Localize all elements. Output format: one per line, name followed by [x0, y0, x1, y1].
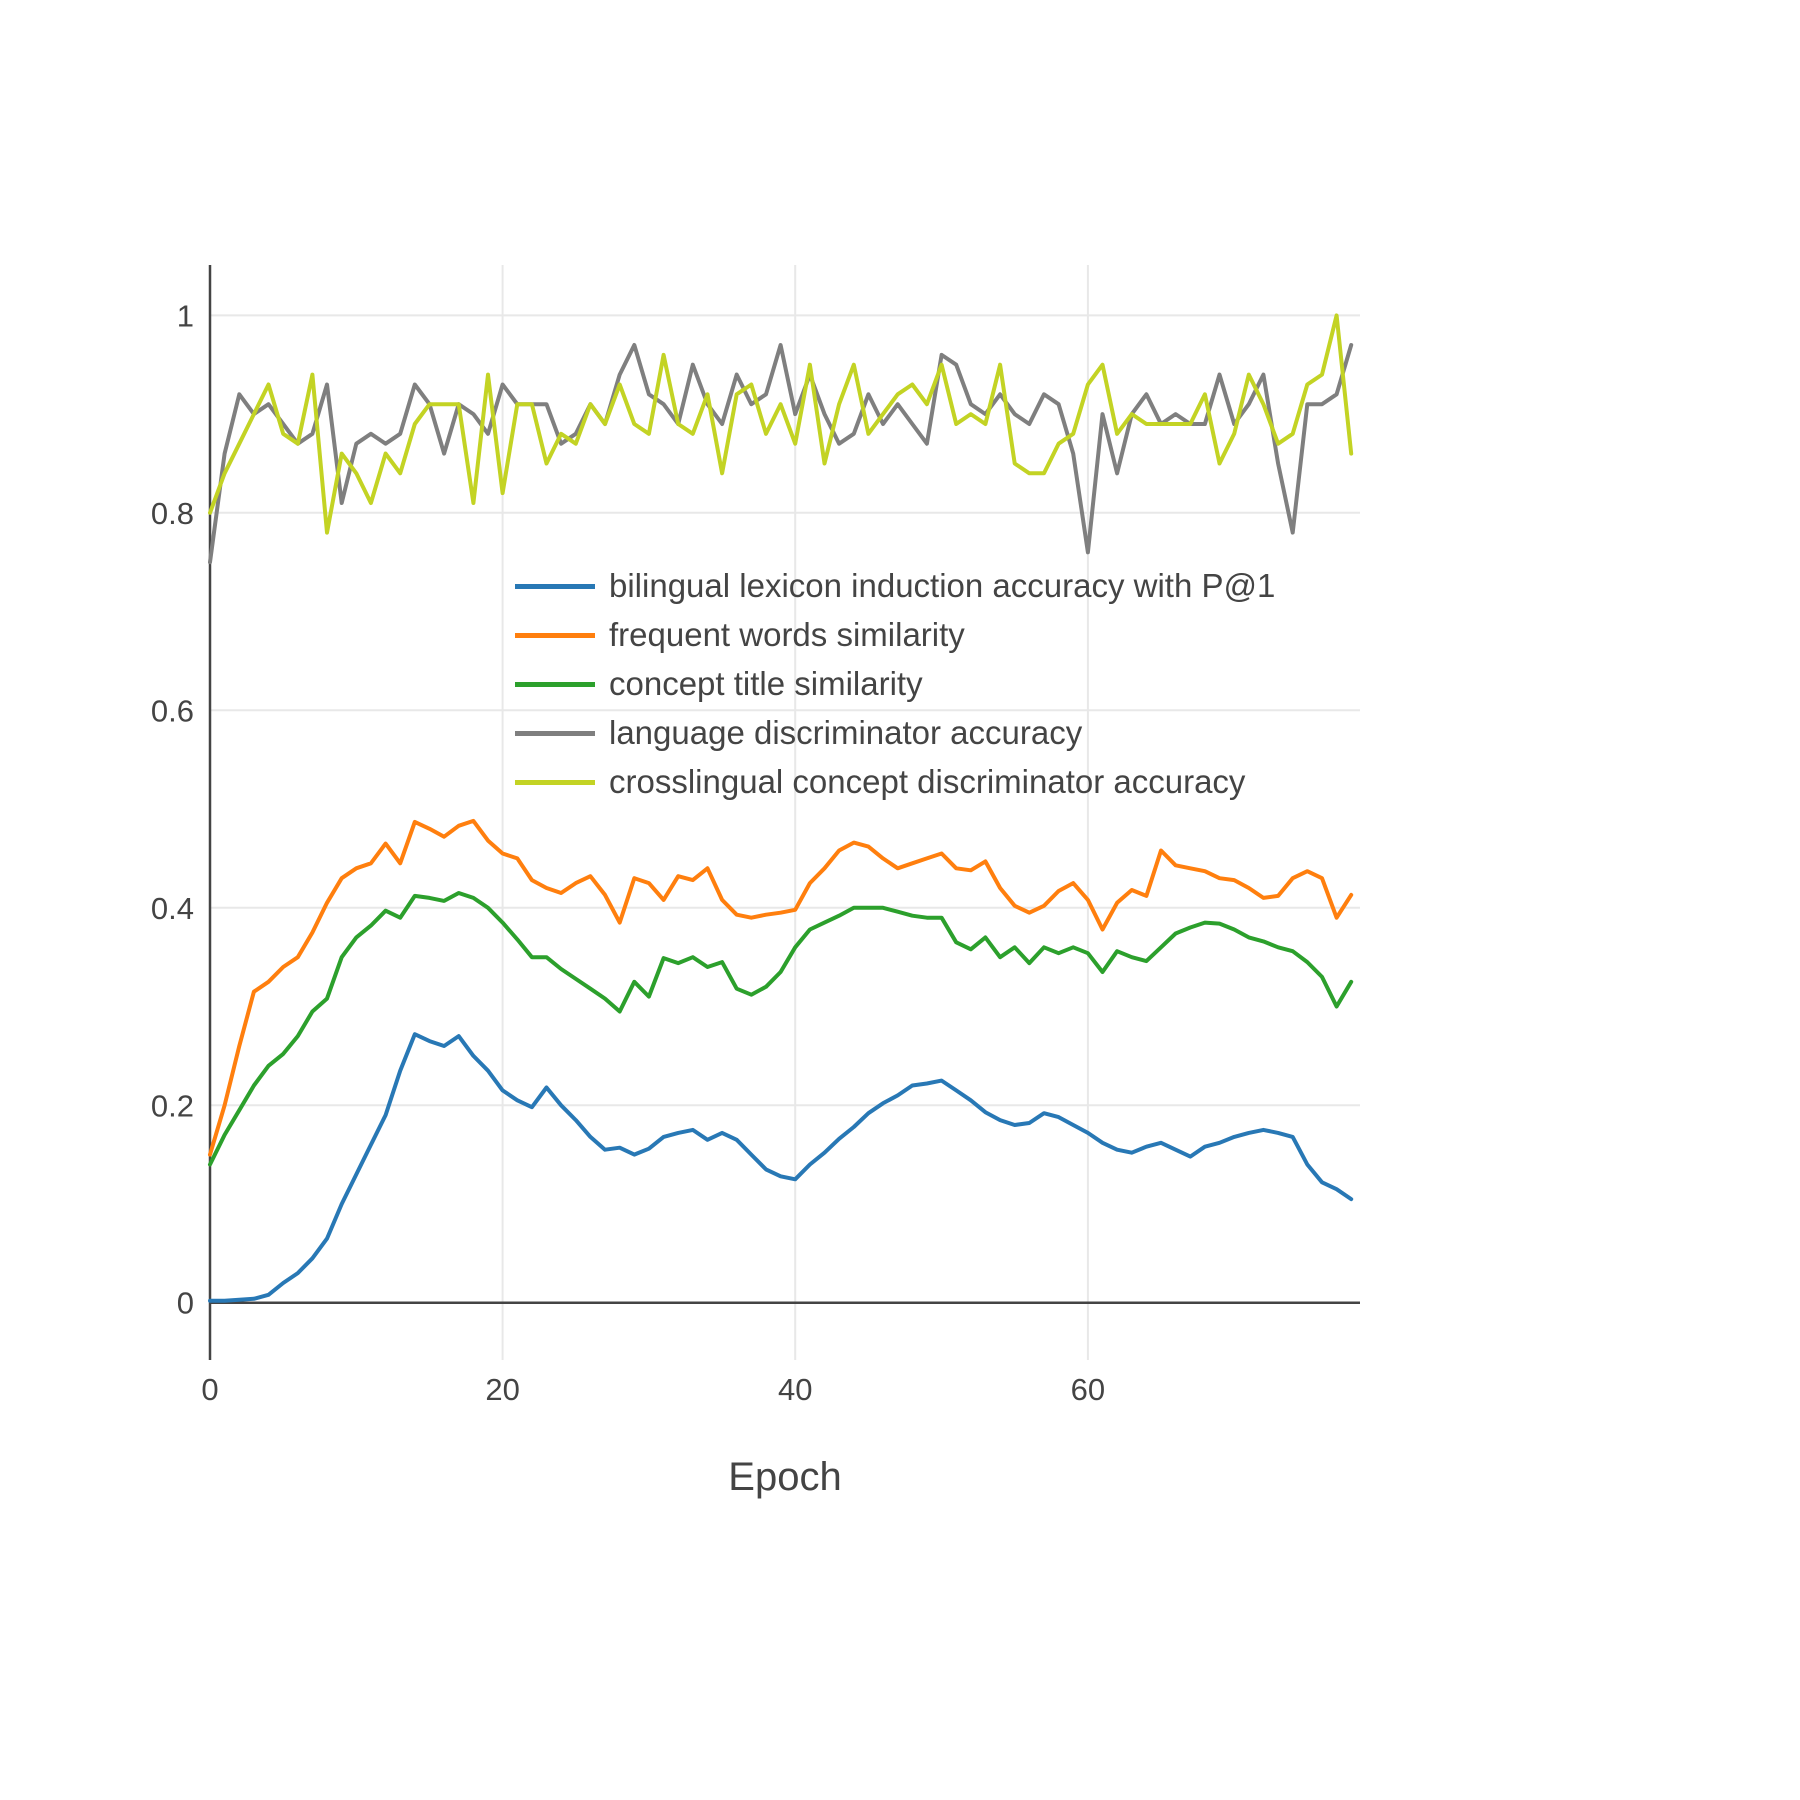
- series-line-2: [208, 891, 1354, 1167]
- x-tick-label: 40: [778, 1372, 812, 1407]
- y-tick-label: 0.6: [151, 693, 194, 728]
- legend-line-swatch: [515, 730, 595, 736]
- x-axis-title: Epoch: [728, 1455, 842, 1499]
- series-line-4: [208, 313, 1354, 535]
- legend-line-swatch: [515, 779, 595, 785]
- legend-label: concept title similarity: [609, 665, 923, 702]
- legend-label: language discriminator accuracy: [609, 714, 1083, 751]
- chart-legend: bilingual lexicon induction accuracy wit…: [515, 567, 1276, 800]
- legend-item-language-discriminator[interactable]: language discriminator accuracy: [515, 714, 1275, 751]
- legend-label: bilingual lexicon induction accuracy wit…: [609, 567, 1276, 604]
- legend-item-frequent-words[interactable]: frequent words similarity: [515, 616, 1275, 653]
- y-tick-label: 1: [177, 298, 194, 333]
- legend-item-crosslingual-concept[interactable]: crosslingual concept discriminator accur…: [515, 763, 1275, 800]
- series-line-0: [208, 1032, 1354, 1303]
- legend-line-swatch: [515, 583, 595, 589]
- legend-item-concept-title[interactable]: concept title similarity: [515, 665, 1275, 702]
- legend-line-swatch: [515, 681, 595, 687]
- legend-label: frequent words similarity: [609, 616, 965, 653]
- x-tick-label: 20: [485, 1372, 519, 1407]
- y-tick-label: 0: [177, 1286, 194, 1321]
- x-tick-label: 0: [201, 1372, 218, 1407]
- legend-item-bilingual-lexicon[interactable]: bilingual lexicon induction accuracy wit…: [515, 567, 1276, 604]
- legend-label: crosslingual concept discriminator accur…: [609, 763, 1246, 800]
- x-tick-label: 60: [1071, 1372, 1105, 1407]
- y-tick-label: 0.2: [151, 1088, 194, 1123]
- legend-line-swatch: [515, 632, 595, 638]
- series-line-1: [208, 818, 1354, 1157]
- y-tick-label: 0.8: [151, 496, 194, 531]
- y-tick-label: 0.4: [151, 891, 194, 926]
- series-line-3: [208, 343, 1354, 565]
